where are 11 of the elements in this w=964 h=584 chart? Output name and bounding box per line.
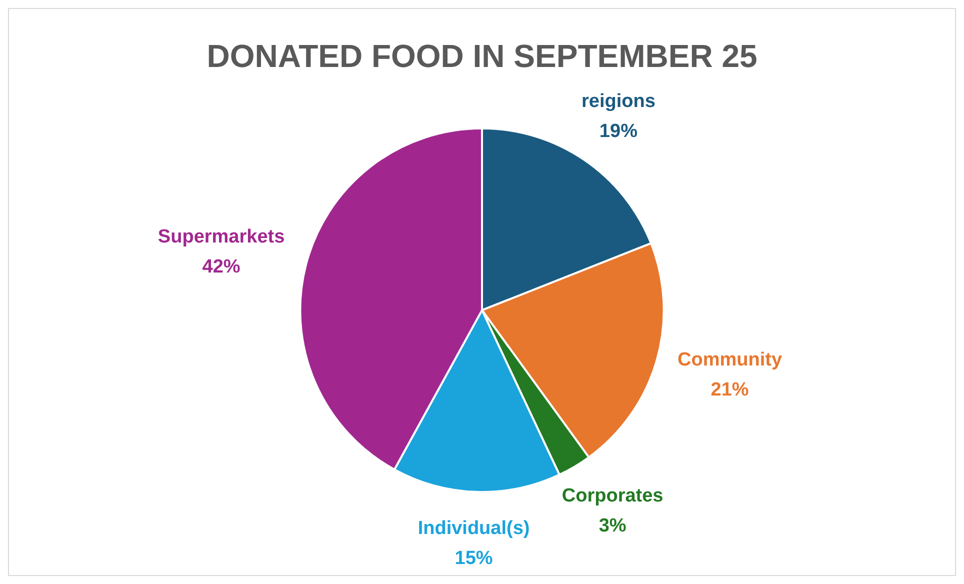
slice-label: Corporates (562, 486, 664, 507)
slice-label: reigions (581, 91, 656, 112)
slice-label: Community (678, 350, 782, 371)
data-label: 21% (710, 380, 749, 401)
data-label: 19% (599, 121, 638, 142)
slice-label: Supermarkets (158, 226, 285, 248)
data-label: 3% (598, 516, 626, 537)
data-label: 42% (202, 256, 240, 278)
data-label: 15% (454, 548, 493, 570)
chart-title: DONATED FOOD IN SEPTEMBER 25 (206, 38, 758, 74)
slice-label: Individual(s) (418, 518, 530, 540)
